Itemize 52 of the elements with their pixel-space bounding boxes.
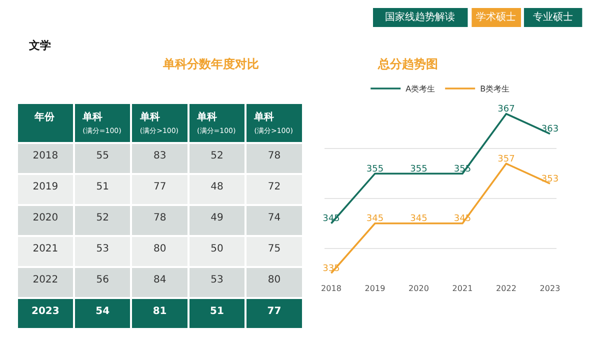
data-label: 80 — [153, 244, 166, 254]
legend-label: A类考生 — [406, 84, 436, 94]
data-label: 72 — [268, 182, 281, 192]
x-tick-label: 2019 — [364, 284, 386, 293]
data-label: 51 — [96, 182, 109, 192]
y-tick-label: 2018 — [32, 150, 58, 162]
text: 国家线趋势解读 — [385, 11, 455, 23]
data-label: 345 — [410, 214, 428, 224]
data-label: 355 — [410, 164, 428, 174]
x-tick-label: 2020 — [408, 284, 429, 293]
x-tick-label: 2018 — [321, 284, 342, 293]
data-label: 56 — [96, 274, 109, 286]
data-label: 353 — [541, 174, 559, 184]
text: 学术硕士 — [476, 11, 516, 23]
data-label: 84 — [153, 274, 166, 286]
data-label: 52 — [96, 212, 109, 224]
y-tick-label: 2023 — [31, 306, 60, 317]
data-label: 355 — [366, 164, 384, 174]
data-label: 78 — [153, 212, 166, 224]
data-label: 49 — [210, 212, 224, 224]
data-label: 55 — [96, 150, 109, 162]
data-label: 48 — [210, 182, 224, 192]
data-label: 51 — [210, 306, 224, 317]
data-label: 53 — [96, 244, 109, 254]
data-label: 53 — [210, 274, 224, 286]
data-label: 80 — [268, 274, 281, 286]
data-label: 77 — [153, 182, 166, 192]
y-tick-label: 2022 — [32, 274, 58, 286]
y-tick-label: 2020 — [32, 212, 58, 224]
y-tick-label: 2019 — [32, 182, 58, 192]
data-label: 50 — [210, 244, 224, 254]
x-tick-label: 2021 — [452, 284, 473, 293]
data-label: 81 — [152, 306, 167, 317]
x-tick-label: 2022 — [496, 284, 516, 293]
legend-label: B类考生 — [480, 84, 510, 94]
x-tick-label: 2023 — [540, 284, 560, 293]
y-tick-label: 2021 — [32, 244, 58, 254]
data-label: 345 — [366, 214, 384, 224]
data-label: 357 — [498, 154, 515, 164]
data-label: 367 — [498, 104, 515, 115]
y-axis-title: 年份 — [33, 111, 56, 123]
data-label: 74 — [268, 212, 281, 224]
data-label: 77 — [267, 306, 282, 317]
chart-title: 总分趋势图 — [377, 57, 438, 71]
data-label: 54 — [96, 306, 110, 317]
data-label: 75 — [268, 244, 281, 254]
text: 文学 — [28, 39, 51, 52]
data-label: 52 — [210, 150, 224, 162]
data-label: 83 — [153, 150, 166, 162]
text: 专业硕士 — [533, 11, 573, 23]
data-label: 78 — [268, 150, 281, 162]
chart-title: 单科分数年度对比 — [162, 57, 259, 71]
